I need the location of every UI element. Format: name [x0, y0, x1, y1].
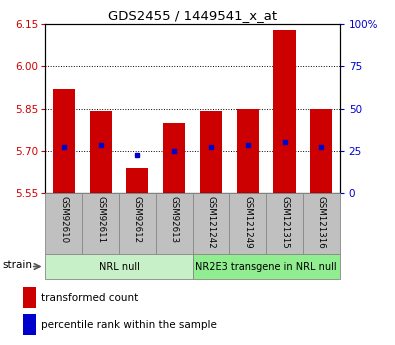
- Bar: [229, 193, 266, 254]
- Text: GSM92611: GSM92611: [96, 196, 105, 243]
- Text: GSM92612: GSM92612: [133, 196, 142, 243]
- Text: GSM92610: GSM92610: [59, 196, 68, 243]
- Bar: [45, 254, 193, 279]
- Bar: [23, 287, 36, 307]
- Text: GSM121316: GSM121316: [317, 196, 326, 248]
- Bar: [266, 193, 303, 254]
- Bar: [193, 254, 340, 279]
- Bar: [45, 193, 82, 254]
- Bar: [156, 193, 193, 254]
- Text: NRL null: NRL null: [99, 262, 139, 272]
- Bar: [90, 111, 112, 193]
- Title: GDS2455 / 1449541_x_at: GDS2455 / 1449541_x_at: [108, 9, 277, 22]
- Text: GSM121242: GSM121242: [207, 196, 215, 248]
- Bar: [126, 168, 149, 193]
- Bar: [200, 111, 222, 193]
- Bar: [163, 123, 185, 193]
- Bar: [53, 89, 75, 193]
- Bar: [23, 314, 36, 335]
- Text: percentile rank within the sample: percentile rank within the sample: [41, 319, 217, 329]
- Bar: [119, 193, 156, 254]
- Bar: [82, 193, 119, 254]
- Text: GSM92613: GSM92613: [170, 196, 179, 243]
- Bar: [310, 109, 332, 193]
- Bar: [303, 193, 340, 254]
- Text: NR2E3 transgene in NRL null: NR2E3 transgene in NRL null: [195, 262, 337, 272]
- Bar: [273, 30, 295, 193]
- Text: strain: strain: [2, 260, 32, 270]
- Bar: [193, 193, 229, 254]
- Text: transformed count: transformed count: [41, 293, 139, 303]
- Text: GSM121315: GSM121315: [280, 196, 289, 248]
- Text: GSM121249: GSM121249: [243, 196, 252, 248]
- Bar: [237, 109, 259, 193]
